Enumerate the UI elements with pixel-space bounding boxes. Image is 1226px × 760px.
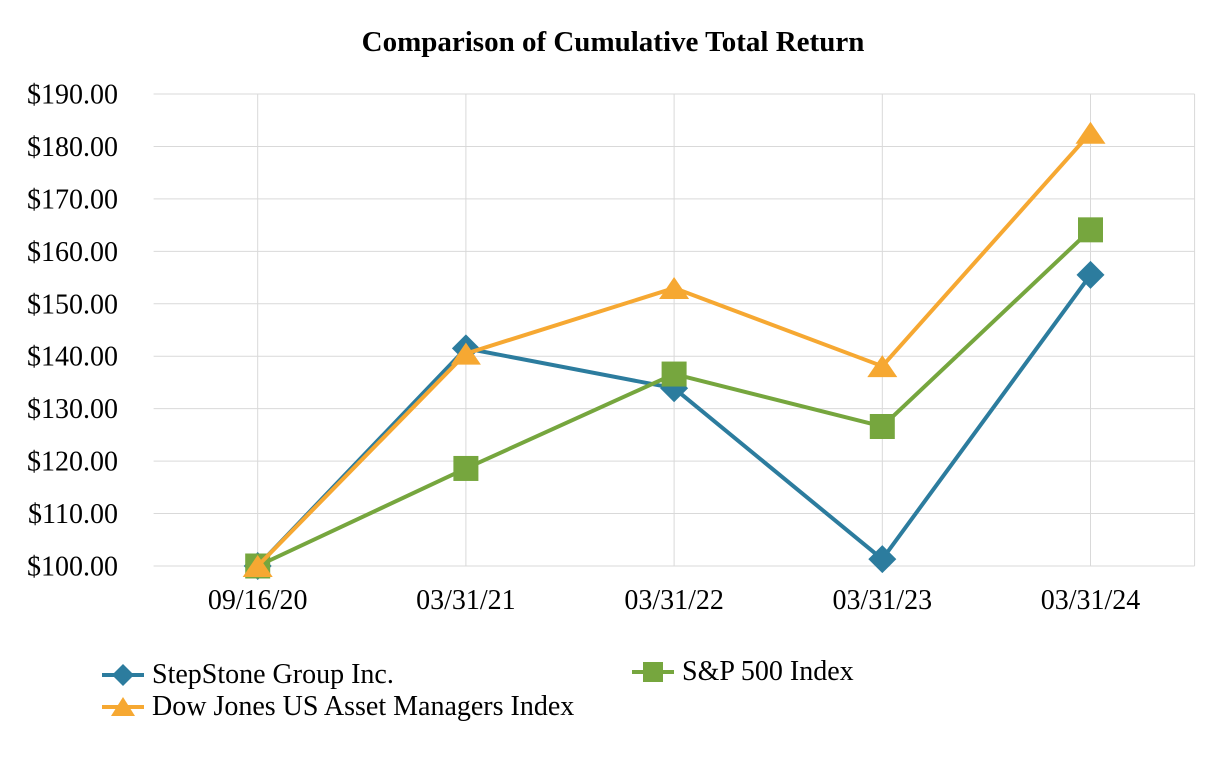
plot-area: $100.00 $110.00 $120.00 $130.00 $140.00 $150.… [27, 80, 1196, 616]
y-axis-tick-label: $110.00 [28, 499, 118, 530]
x-axis-tick-label: 03/31/23 [833, 585, 933, 616]
y-axis-tick-label: $100.00 [27, 552, 118, 583]
data-point-square-s-p-500-index [1078, 217, 1103, 243]
data-point-triangle-dow-jones-us-asset-managers-index [1075, 121, 1106, 144]
legend-label-sp500: S&P 500 Index [682, 656, 854, 687]
data-point-square-s-p-500-index [453, 455, 479, 481]
data-point-square-s-p-500-index [869, 413, 895, 439]
data-point-diamond-stepstone-group-inc [868, 545, 897, 574]
y-axis-tick-label: $130.00 [27, 394, 118, 425]
x-axis-tick-label: 09/16/20 [208, 585, 308, 616]
data-point-triangle-dow-jones-us-asset-managers-index [867, 355, 898, 378]
x-axis-tick-label: 03/31/22 [624, 585, 724, 616]
chart-title: Comparison of Cumulative Total Return [361, 26, 865, 58]
legend-item-sp500: S&P 500 Index [630, 656, 854, 688]
triangle-marker-icon [102, 697, 144, 716]
y-axis-tick-label: $150.00 [27, 289, 118, 320]
y-axis-tick-label: $120.00 [27, 447, 118, 478]
data-point-triangle-dow-jones-us-asset-managers-index [450, 342, 481, 365]
data-point-triangle-dow-jones-us-asset-managers-index [659, 277, 690, 300]
data-point-diamond-stepstone-group-inc [1076, 260, 1105, 289]
data-point-square-s-p-500-index [661, 361, 687, 387]
y-axis-tick-label: $170.00 [27, 184, 118, 215]
diamond-marker-icon [102, 664, 144, 686]
legend-label-dowjones: Dow Jones US Asset Managers Index [152, 691, 575, 722]
y-axis-tick-label: $180.00 [27, 132, 118, 163]
legend-item-stepstone: StepStone Group Inc. [100, 659, 394, 691]
y-axis-tick-label: $140.00 [27, 342, 118, 373]
legend-item-dowjones: Dow Jones US Asset Managers Index [100, 691, 574, 723]
data-point-triangle-dow-jones-us-asset-managers-index [242, 555, 273, 577]
square-marker-icon [632, 662, 674, 682]
legend-label-stepstone: StepStone Group Inc. [152, 659, 394, 690]
y-axis-tick-label: $190.00 [27, 80, 118, 111]
x-axis-tick-label: 03/31/21 [416, 585, 516, 616]
y-axis-tick-label: $160.00 [27, 237, 118, 268]
x-axis-tick-label: 03/31/24 [1041, 585, 1141, 616]
